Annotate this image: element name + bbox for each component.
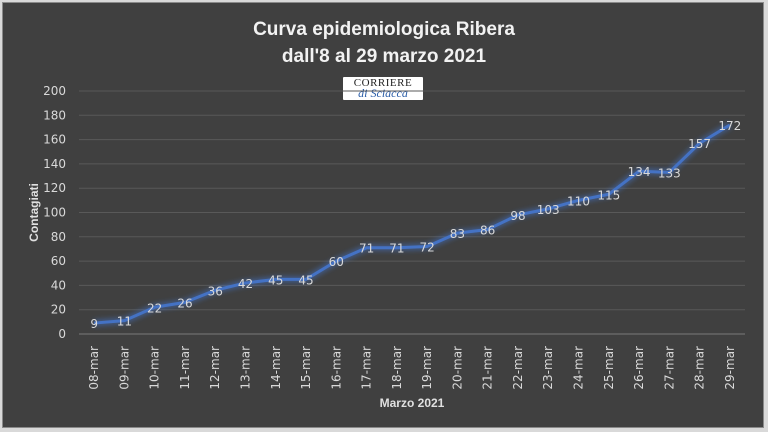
data-label: 98 [510, 209, 525, 223]
x-tick-label: 08-mar [87, 346, 101, 390]
y-tick-label: 40 [51, 278, 66, 292]
x-tick-label: 09-mar [117, 346, 131, 390]
x-axis-title: Marzo 2021 [380, 396, 445, 410]
data-label: 71 [359, 242, 374, 256]
chart-title: Curva epidemiologica Ribera dall'8 al 29… [0, 16, 768, 70]
y-tick-label: 60 [51, 254, 66, 268]
x-tick-label: 20-mar [450, 346, 464, 390]
data-label: 72 [419, 241, 434, 255]
data-label: 60 [329, 255, 344, 269]
x-tick-label: 25-mar [602, 346, 616, 390]
x-tick-label: 18-mar [390, 346, 404, 390]
chart-title-line2: dall'8 al 29 marzo 2021 [281, 46, 487, 67]
x-tick-label: 27-mar [662, 346, 676, 390]
x-tick-label: 14-mar [269, 346, 283, 390]
x-tick-label: 26-mar [632, 346, 646, 390]
x-tick-label: 22-mar [511, 346, 525, 390]
y-tick-label: 120 [43, 181, 66, 195]
x-tick-label: 19-mar [420, 346, 434, 390]
y-tick-label: 200 [43, 84, 66, 98]
data-label: 157 [688, 137, 711, 151]
data-label: 110 [567, 194, 590, 208]
data-label: 45 [268, 273, 283, 287]
chart-title-line1: Curva epidemiologica Ribera [253, 19, 515, 40]
data-label: 22 [147, 301, 162, 315]
x-tick-label: 10-mar [148, 346, 162, 390]
data-label: 86 [480, 224, 495, 238]
x-tick-label: 17-mar [360, 346, 374, 390]
data-label: 115 [597, 188, 620, 202]
data-label: 26 [177, 296, 192, 310]
data-label: 42 [238, 277, 253, 291]
data-label: 71 [389, 242, 404, 256]
y-tick-label: 0 [58, 327, 66, 341]
x-tick-label: 23-mar [541, 346, 555, 390]
data-label: 11 [117, 315, 132, 329]
x-tick-label: 29-mar [723, 346, 737, 390]
data-label: 83 [450, 227, 465, 241]
y-tick-label: 80 [51, 230, 66, 244]
y-tick-label: 180 [43, 108, 66, 122]
data-label: 134 [628, 165, 651, 179]
data-label: 172 [718, 119, 741, 133]
y-tick-label: 100 [43, 206, 66, 220]
data-label: 45 [298, 273, 313, 287]
data-label: 9 [90, 317, 98, 331]
y-axis-title: Contagiati [27, 183, 41, 242]
series-line-glow [93, 122, 732, 327]
corriere-di-sciacca-logo: CORRIERE di Sciacca [343, 77, 423, 100]
y-tick-label: 20 [51, 303, 66, 317]
x-tick-label: 12-mar [208, 346, 222, 390]
x-tick-label: 28-mar [693, 346, 707, 390]
x-tick-label: 16-mar [329, 346, 343, 390]
y-tick-label: 140 [43, 157, 66, 171]
x-tick-label: 24-mar [572, 346, 586, 390]
x-tick-label: 13-mar [239, 346, 253, 390]
x-tick-label: 15-mar [299, 346, 313, 390]
series-line [94, 123, 731, 325]
data-label: 103 [537, 203, 560, 217]
data-label: 36 [208, 284, 223, 298]
y-tick-label: 160 [43, 133, 66, 147]
x-tick-label: 21-mar [481, 346, 495, 390]
chart-card [2, 2, 764, 428]
x-tick-label: 11-mar [178, 346, 192, 390]
data-label: 133 [658, 166, 681, 180]
